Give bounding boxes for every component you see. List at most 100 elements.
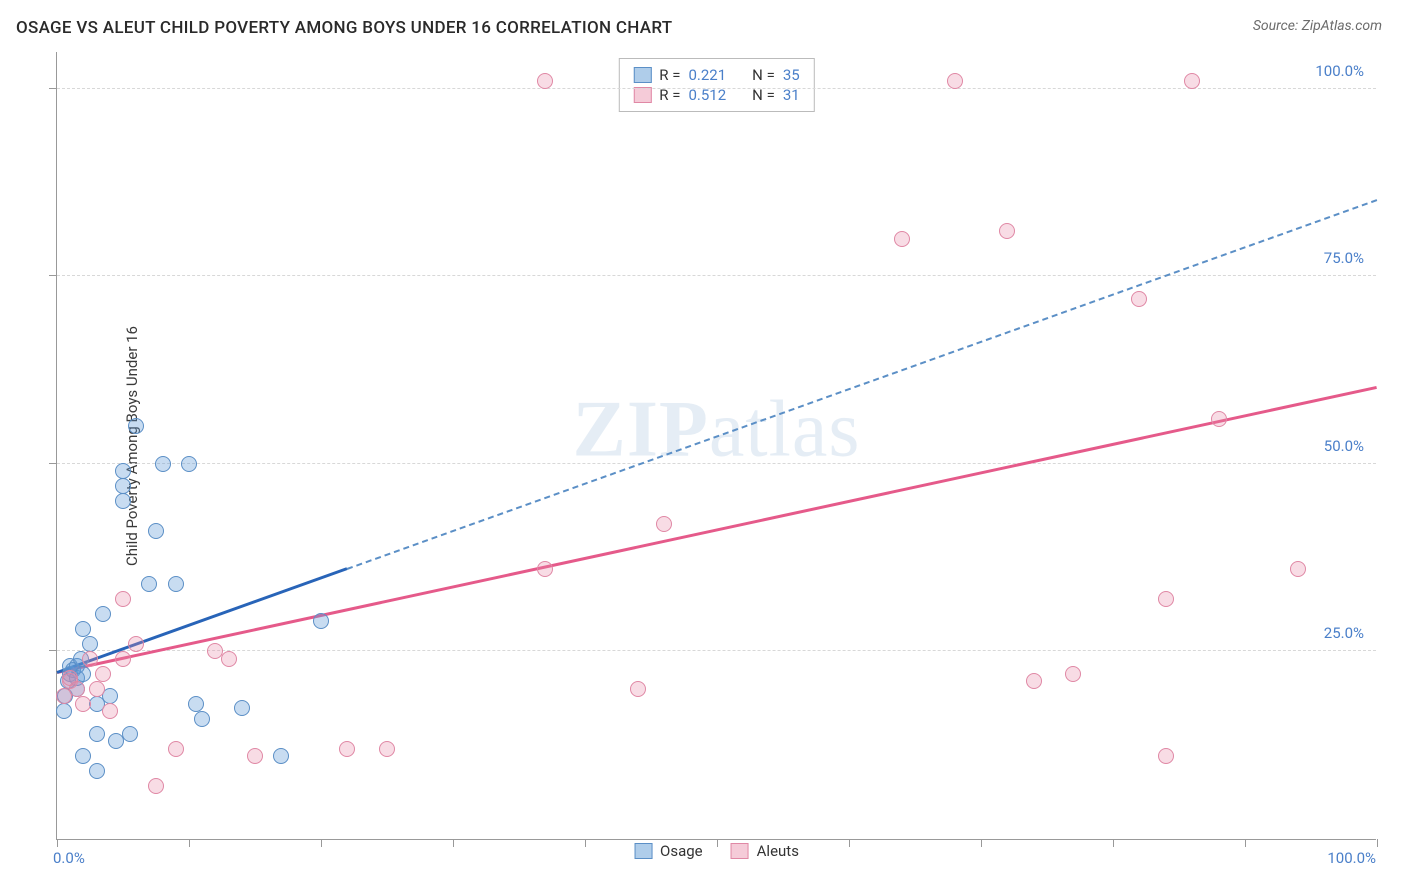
legend-label: Osage — [660, 842, 703, 860]
data-point-osage — [155, 456, 171, 472]
legend-item: Aleuts — [731, 842, 799, 860]
ytick-label: 25.0% — [1324, 624, 1364, 642]
data-point-aleuts — [148, 778, 164, 794]
legend-n-value: 31 — [783, 86, 800, 104]
data-point-aleuts — [1026, 673, 1042, 689]
xtick — [1377, 839, 1378, 847]
data-point-aleuts — [999, 223, 1015, 239]
data-point-osage — [141, 576, 157, 592]
data-point-aleuts — [537, 73, 553, 89]
data-point-aleuts — [82, 651, 98, 667]
legend-swatch — [634, 843, 652, 859]
data-point-aleuts — [115, 651, 131, 667]
watermark: ZIPatlas — [573, 384, 861, 475]
data-point-osage — [181, 456, 197, 472]
data-point-aleuts — [656, 516, 672, 532]
data-point-osage — [75, 621, 91, 637]
ytick-label: 75.0% — [1324, 249, 1364, 267]
gridline — [57, 463, 1376, 464]
data-point-aleuts — [102, 703, 118, 719]
xtick — [57, 839, 58, 847]
legend-r-value: 0.221 — [688, 66, 726, 84]
legend-n-label: N = — [752, 66, 775, 84]
legend-item: Osage — [634, 842, 703, 860]
data-point-osage — [89, 726, 105, 742]
legend-n-value: 35 — [783, 66, 800, 84]
xtick — [189, 839, 190, 847]
data-point-osage — [56, 703, 72, 719]
ytick — [49, 650, 57, 651]
legend-swatch — [633, 87, 651, 103]
gridline — [57, 650, 1376, 651]
data-point-aleuts — [1211, 411, 1227, 427]
data-point-aleuts — [379, 741, 395, 757]
legend-r-label: R = — [659, 86, 680, 104]
data-point-aleuts — [247, 748, 263, 764]
data-point-aleuts — [1290, 561, 1306, 577]
xtick — [717, 839, 718, 847]
ytick-label: 100.0% — [1315, 62, 1364, 80]
data-point-aleuts — [128, 636, 144, 652]
data-point-osage — [168, 576, 184, 592]
xtick-label: 100.0% — [1327, 849, 1376, 867]
xtick — [585, 839, 586, 847]
legend-swatch — [731, 843, 749, 859]
legend-row: R = 0.221 N = 35 — [633, 66, 799, 84]
xtick — [981, 839, 982, 847]
data-point-aleuts — [95, 666, 111, 682]
data-point-osage — [115, 493, 131, 509]
trend-line — [57, 386, 1378, 674]
xtick — [1245, 839, 1246, 847]
legend-stats: R = 0.221 N = 35 R = 0.512 N = 31 — [618, 58, 814, 112]
legend-label: Aleuts — [757, 842, 799, 860]
data-point-aleuts — [75, 696, 91, 712]
data-point-osage — [313, 613, 329, 629]
data-point-osage — [188, 696, 204, 712]
data-point-osage — [89, 763, 105, 779]
data-point-aleuts — [537, 561, 553, 577]
xtick-label: 0.0% — [53, 849, 85, 867]
data-point-aleuts — [630, 681, 646, 697]
legend-r-value: 0.512 — [688, 86, 726, 104]
plot-area: ZIPatlas R =0.221N = 35R =0.512N = 31 Os… — [56, 52, 1376, 840]
data-point-osage — [128, 418, 144, 434]
data-point-osage — [122, 726, 138, 742]
correlation-chart: OSAGE VS ALEUT CHILD POVERTY AMONG BOYS … — [0, 0, 1406, 892]
xtick — [849, 839, 850, 847]
data-point-aleuts — [115, 591, 131, 607]
data-point-aleuts — [1184, 73, 1200, 89]
data-point-osage — [234, 700, 250, 716]
data-point-aleuts — [339, 741, 355, 757]
data-point-aleuts — [947, 73, 963, 89]
data-point-aleuts — [1158, 591, 1174, 607]
gridline — [57, 88, 1376, 89]
legend-row: R = 0.512 N = 31 — [633, 86, 799, 104]
data-point-aleuts — [221, 651, 237, 667]
ytick — [49, 88, 57, 89]
data-point-osage — [115, 478, 131, 494]
source-label: Source: ZipAtlas.com — [1253, 18, 1382, 34]
data-point-osage — [115, 463, 131, 479]
ytick — [49, 463, 57, 464]
legend-r-label: R = — [659, 66, 680, 84]
legend-n-label: N = — [752, 86, 775, 104]
chart-title: OSAGE VS ALEUT CHILD POVERTY AMONG BOYS … — [16, 18, 672, 38]
data-point-osage — [273, 748, 289, 764]
data-point-aleuts — [168, 741, 184, 757]
data-point-aleuts — [1158, 748, 1174, 764]
data-point-osage — [82, 636, 98, 652]
data-point-osage — [194, 711, 210, 727]
ytick — [49, 275, 57, 276]
gridline — [57, 275, 1376, 276]
data-point-aleuts — [69, 681, 85, 697]
xtick — [1113, 839, 1114, 847]
data-point-aleuts — [89, 681, 105, 697]
data-point-osage — [148, 523, 164, 539]
trend-line — [347, 199, 1377, 570]
data-point-aleuts — [894, 231, 910, 247]
ytick-label: 50.0% — [1324, 437, 1364, 455]
data-point-osage — [95, 606, 111, 622]
xtick — [453, 839, 454, 847]
legend-swatch — [633, 67, 651, 83]
data-point-aleuts — [1131, 291, 1147, 307]
